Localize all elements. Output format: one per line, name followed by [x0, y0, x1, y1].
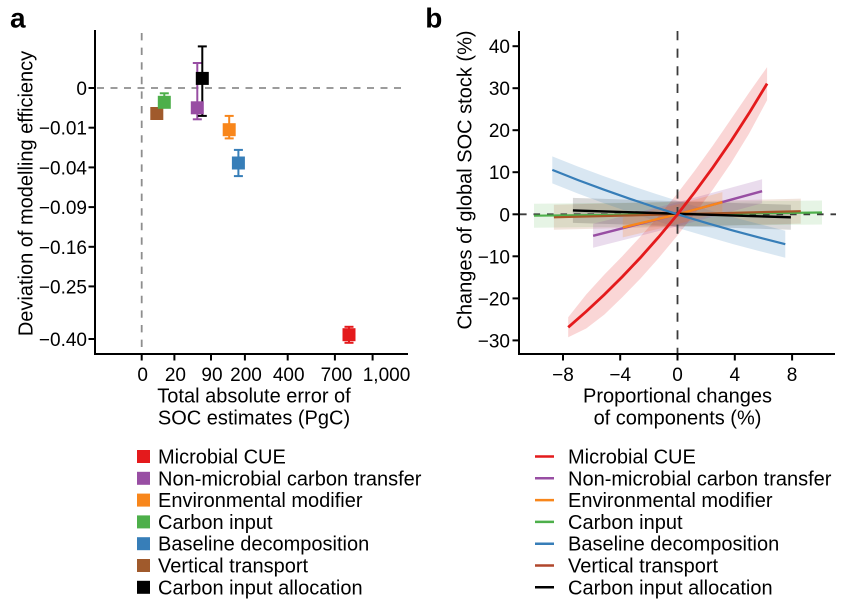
- svg-text:0: 0: [499, 205, 510, 226]
- svg-text:90: 90: [201, 365, 222, 386]
- svg-text:Changes of global SOC stock (%: Changes of global SOC stock (%): [455, 30, 477, 329]
- svg-text:20: 20: [489, 121, 510, 142]
- svg-text:Microbial CUE: Microbial CUE: [568, 447, 696, 469]
- svg-text:Carbon input: Carbon input: [568, 512, 683, 534]
- svg-text:−30: −30: [478, 331, 510, 352]
- svg-text:−0.01: −0.01: [39, 119, 87, 140]
- svg-text:of components (%): of components (%): [594, 408, 762, 430]
- svg-text:b: b: [425, 3, 442, 34]
- svg-text:40: 40: [489, 37, 510, 58]
- svg-text:Carbon input allocation: Carbon input allocation: [568, 577, 773, 599]
- svg-text:−4: −4: [609, 365, 631, 386]
- svg-text:200: 200: [230, 365, 262, 386]
- svg-text:Environmental modifier: Environmental modifier: [158, 490, 363, 512]
- svg-text:0: 0: [137, 365, 148, 386]
- svg-text:a: a: [10, 3, 26, 34]
- svg-text:Non-microbial carbon transfer: Non-microbial carbon transfer: [568, 468, 832, 490]
- svg-text:20: 20: [165, 365, 186, 386]
- svg-text:Proportional changes: Proportional changes: [583, 386, 772, 408]
- svg-text:30: 30: [489, 79, 510, 100]
- svg-text:−10: −10: [478, 247, 510, 268]
- svg-text:4: 4: [730, 365, 741, 386]
- svg-text:Carbon input allocation: Carbon input allocation: [158, 577, 363, 599]
- svg-text:Environmental modifier: Environmental modifier: [568, 490, 773, 512]
- svg-text:Baseline decomposition: Baseline decomposition: [158, 534, 369, 556]
- svg-text:0: 0: [672, 365, 683, 386]
- svg-text:400: 400: [273, 365, 305, 386]
- svg-text:0: 0: [76, 79, 87, 100]
- svg-text:Vertical transport: Vertical transport: [158, 556, 309, 578]
- svg-text:Vertical transport: Vertical transport: [568, 556, 719, 578]
- svg-text:8: 8: [787, 365, 798, 386]
- svg-text:1,000: 1,000: [363, 365, 411, 386]
- svg-text:Non-microbial carbon transfer: Non-microbial carbon transfer: [158, 468, 422, 490]
- svg-text:−0.40: −0.40: [39, 330, 87, 351]
- svg-text:Baseline decomposition: Baseline decomposition: [568, 534, 779, 556]
- svg-text:−20: −20: [478, 289, 510, 310]
- svg-text:−8: −8: [552, 365, 574, 386]
- svg-text:Carbon input: Carbon input: [158, 512, 273, 534]
- svg-text:700: 700: [321, 365, 353, 386]
- svg-text:10: 10: [489, 163, 510, 184]
- svg-text:Total absolute error of: Total absolute error of: [157, 386, 351, 408]
- svg-text:−0.16: −0.16: [39, 238, 87, 259]
- svg-text:Deviation of modelling efficie: Deviation of modelling efficiency: [16, 51, 38, 336]
- svg-text:SOC estimates (PgC): SOC estimates (PgC): [158, 408, 350, 430]
- svg-text:−0.04: −0.04: [39, 158, 88, 179]
- svg-text:−0.25: −0.25: [39, 277, 87, 298]
- svg-text:−0.09: −0.09: [39, 198, 87, 219]
- svg-text:Microbial CUE: Microbial CUE: [158, 447, 286, 469]
